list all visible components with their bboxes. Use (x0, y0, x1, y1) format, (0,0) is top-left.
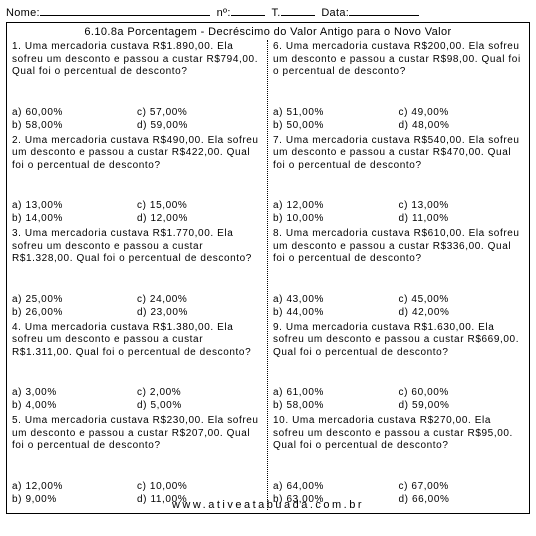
option-d[interactable]: d) 42,00% (399, 306, 525, 319)
option-a[interactable]: a) 60,00% (12, 106, 137, 119)
data-label: Data: (321, 7, 349, 19)
question-5: 5. Uma mercadoria custava R$230,00. Ela … (12, 414, 262, 508)
option-c[interactable]: c) 2,00% (137, 386, 262, 399)
columns-wrap: 1. Uma mercadoria custava R$1.890,00. El… (7, 40, 529, 510)
option-a[interactable]: a) 43,00% (273, 293, 399, 306)
question-7: 7. Uma mercadoria custava R$540,00. Ela … (273, 134, 524, 228)
question-1: 1. Uma mercadoria custava R$1.890,00. El… (12, 40, 262, 134)
option-a[interactable]: a) 13,00% (12, 199, 137, 212)
option-d[interactable]: d) 23,00% (137, 306, 262, 319)
option-a[interactable]: a) 61,00% (273, 386, 399, 399)
options: a) 3,00% c) 2,00% b) 4,00% d) 5,00% (12, 383, 262, 414)
footer-url: www.ativeatabuada.com.br (7, 496, 529, 512)
question-text: 8. Uma mercadoria custava R$610,00. Ela … (273, 228, 524, 266)
question-text: 5. Uma mercadoria custava R$230,00. Ela … (12, 415, 262, 453)
question-6: 6. Uma mercadoria custava R$200,00. Ela … (273, 40, 524, 134)
question-text: 3. Uma mercadoria custava R$1.770,00. El… (12, 228, 262, 266)
option-a[interactable]: a) 51,00% (273, 106, 399, 119)
question-text: 9. Uma mercadoria custava R$1.630,00. El… (273, 322, 524, 360)
header-fields: Nome: nº: T. Data: (6, 4, 530, 22)
question-text: 6. Uma mercadoria custava R$200,00. Ela … (273, 41, 524, 79)
option-a[interactable]: a) 3,00% (12, 386, 137, 399)
question-text: 4. Uma mercadoria custava R$1.380,00. El… (12, 322, 262, 360)
option-b[interactable]: b) 44,00% (273, 306, 399, 319)
question-3: 3. Uma mercadoria custava R$1.770,00. El… (12, 227, 262, 321)
options: a) 51,00% c) 49,00% b) 50,00% d) 48,00% (273, 103, 524, 134)
options: a) 25,00% c) 24,00% b) 26,00% d) 23,00% (12, 290, 262, 321)
worksheet-title: 6.10.8a Porcentagem - Decréscimo do Valo… (7, 23, 529, 40)
option-a[interactable]: a) 12,00% (273, 199, 399, 212)
option-c[interactable]: c) 10,00% (137, 480, 262, 493)
option-b[interactable]: b) 58,00% (273, 399, 399, 412)
options: a) 13,00% c) 15,00% b) 14,00% d) 12,00% (12, 196, 262, 227)
question-text: 1. Uma mercadoria custava R$1.890,00. El… (12, 41, 262, 79)
data-blank[interactable] (349, 6, 419, 16)
nome-blank[interactable] (40, 6, 210, 16)
options: a) 43,00% c) 45,00% b) 44,00% d) 42,00% (273, 290, 524, 321)
option-d[interactable]: d) 59,00% (137, 119, 262, 132)
options: a) 12,00% c) 13,00% b) 10,00% d) 11,00% (273, 196, 524, 227)
option-b[interactable]: b) 26,00% (12, 306, 137, 319)
option-a[interactable]: a) 25,00% (12, 293, 137, 306)
question-2: 2. Uma mercadoria custava R$490,00. Ela … (12, 134, 262, 228)
option-c[interactable]: c) 67,00% (399, 480, 525, 493)
option-d[interactable]: d) 12,00% (137, 212, 262, 225)
option-c[interactable]: c) 13,00% (399, 199, 525, 212)
no-blank[interactable] (231, 6, 265, 16)
options: a) 61,00% c) 60,00% b) 58,00% d) 59,00% (273, 383, 524, 414)
option-a[interactable]: a) 64,00% (273, 480, 399, 493)
question-text: 2. Uma mercadoria custava R$490,00. Ela … (12, 135, 262, 173)
option-b[interactable]: b) 4,00% (12, 399, 137, 412)
column-left: 1. Uma mercadoria custava R$1.890,00. El… (7, 40, 268, 510)
worksheet: 6.10.8a Porcentagem - Decréscimo do Valo… (6, 22, 530, 514)
option-b[interactable]: b) 58,00% (12, 119, 137, 132)
question-10: 10. Uma mercadoria custava R$270,00. Ela… (273, 414, 524, 508)
nome-label: Nome: (6, 7, 40, 19)
option-c[interactable]: c) 49,00% (399, 106, 525, 119)
option-c[interactable]: c) 15,00% (137, 199, 262, 212)
option-b[interactable]: b) 10,00% (273, 212, 399, 225)
option-d[interactable]: d) 48,00% (399, 119, 525, 132)
option-a[interactable]: a) 12,00% (12, 480, 137, 493)
question-9: 9. Uma mercadoria custava R$1.630,00. El… (273, 321, 524, 415)
option-c[interactable]: c) 57,00% (137, 106, 262, 119)
no-label: nº: (217, 7, 231, 19)
t-label: T. (271, 7, 280, 19)
option-d[interactable]: d) 5,00% (137, 399, 262, 412)
t-blank[interactable] (281, 6, 315, 16)
question-text: 10. Uma mercadoria custava R$270,00. Ela… (273, 415, 524, 453)
option-c[interactable]: c) 60,00% (399, 386, 525, 399)
options: a) 60,00% c) 57,00% b) 58,00% d) 59,00% (12, 103, 262, 134)
question-4: 4. Uma mercadoria custava R$1.380,00. El… (12, 321, 262, 415)
option-b[interactable]: b) 14,00% (12, 212, 137, 225)
option-d[interactable]: d) 11,00% (399, 212, 525, 225)
question-8: 8. Uma mercadoria custava R$610,00. Ela … (273, 227, 524, 321)
option-b[interactable]: b) 50,00% (273, 119, 399, 132)
option-d[interactable]: d) 59,00% (399, 399, 525, 412)
column-right: 6. Uma mercadoria custava R$200,00. Ela … (268, 40, 529, 510)
question-text: 7. Uma mercadoria custava R$540,00. Ela … (273, 135, 524, 173)
option-c[interactable]: c) 45,00% (399, 293, 525, 306)
option-c[interactable]: c) 24,00% (137, 293, 262, 306)
